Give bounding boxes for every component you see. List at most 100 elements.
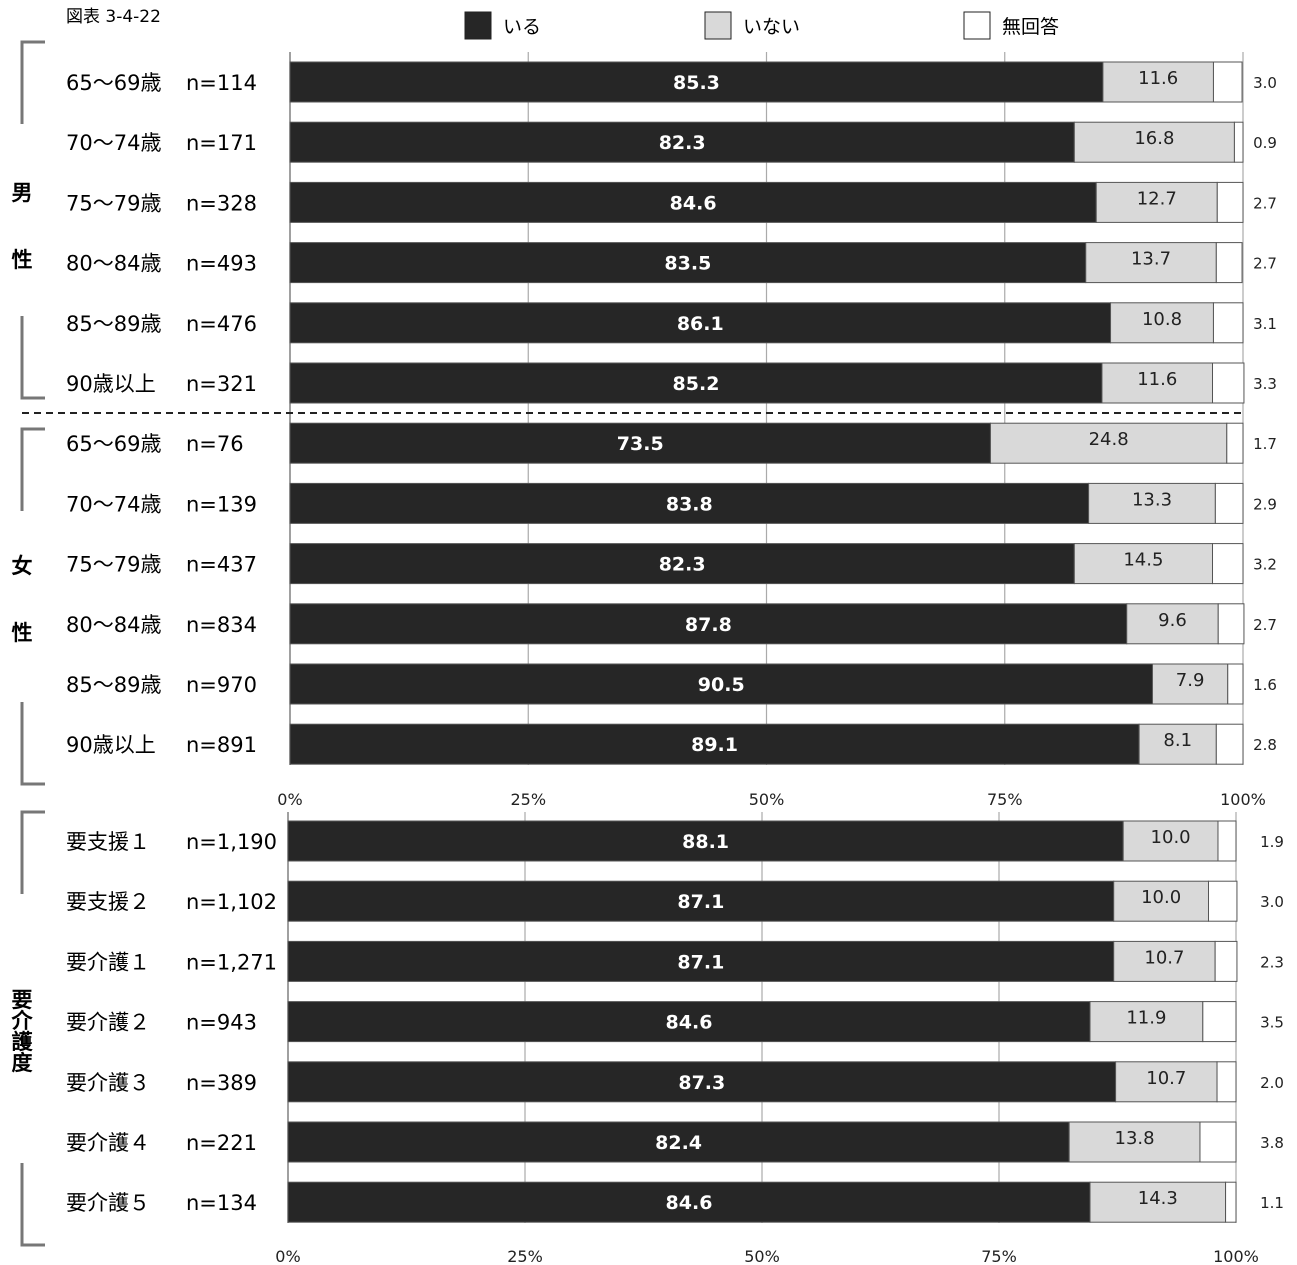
row-n-label: n=171 xyxy=(186,131,257,155)
value-label-3: 3.2 xyxy=(1253,556,1277,574)
bar-segment-3 xyxy=(1212,362,1245,404)
row-n-label: n=139 xyxy=(186,492,257,516)
bar-segment-2 xyxy=(1102,61,1214,103)
value-label-1: 82.3 xyxy=(659,132,706,154)
row-n-label: n=834 xyxy=(186,613,257,637)
figure-label: 図表 3-4-22 xyxy=(66,7,161,27)
value-label-1: 87.8 xyxy=(685,614,732,636)
bar-segment-3 xyxy=(1216,181,1244,223)
row-category-label: 要介護２ xyxy=(66,1011,150,1035)
bar-segment-1 xyxy=(289,121,1075,163)
bar-segment-1 xyxy=(287,940,1115,982)
bar-segment-3 xyxy=(1226,422,1244,464)
value-label-1: 87.1 xyxy=(677,891,724,913)
value-label-3: 2.0 xyxy=(1260,1074,1284,1092)
bar-segment-3 xyxy=(1217,603,1245,645)
group-title-care-level-char: 要 xyxy=(12,988,33,1012)
group-title-care-level-char: 度 xyxy=(12,1051,33,1075)
bar-segment-2 xyxy=(1113,940,1216,982)
value-label-3: 2.8 xyxy=(1253,736,1277,754)
value-label-3: 3.3 xyxy=(1253,375,1277,393)
value-label-3: 3.8 xyxy=(1260,1134,1284,1152)
row-n-label: n=328 xyxy=(186,191,257,215)
bar-segment-2 xyxy=(1113,880,1210,922)
row-category-label: 要支援２ xyxy=(66,890,150,914)
value-label-2: 24.8 xyxy=(1089,429,1129,450)
row-category-label: 要支援１ xyxy=(66,830,150,854)
group-title-female-char: 性 xyxy=(12,621,33,645)
row-category-label: 85～89歳 xyxy=(66,312,161,336)
value-label-3: 2.3 xyxy=(1260,953,1284,971)
bar-segment-2 xyxy=(1122,820,1219,862)
bar-segment-1 xyxy=(289,723,1140,765)
group-title-male-char: 性 xyxy=(12,248,33,272)
value-label-1: 83.8 xyxy=(666,493,713,515)
value-label-2: 8.1 xyxy=(1163,730,1192,751)
row-category-label: 要介護４ xyxy=(66,1131,150,1155)
row-n-label: n=76 xyxy=(186,432,244,456)
bar-segment-3 xyxy=(1225,1181,1237,1223)
value-label-1: 84.6 xyxy=(666,1192,713,1214)
bracket-female xyxy=(20,427,45,786)
value-label-3: 2.9 xyxy=(1253,495,1277,513)
bar-segment-1 xyxy=(289,482,1090,524)
legend-swatch-2 xyxy=(704,11,732,40)
bar-segment-3 xyxy=(1214,482,1244,524)
bar-segment-3 xyxy=(1215,242,1243,284)
value-label-3: 2.7 xyxy=(1253,616,1277,634)
bar-segment-1 xyxy=(287,1181,1091,1223)
value-label-1: 82.4 xyxy=(655,1132,702,1154)
bar-segment-2 xyxy=(1073,543,1214,585)
group-title-male-char: 男 xyxy=(12,181,33,205)
bracket-male xyxy=(20,40,45,400)
value-label-1: 87.3 xyxy=(678,1072,725,1094)
value-label-1: 85.3 xyxy=(673,72,720,94)
value-label-3: 1.9 xyxy=(1260,833,1284,851)
value-label-3: 0.9 xyxy=(1253,134,1277,152)
bracket-care-level xyxy=(20,810,45,1247)
tick-label: 100% xyxy=(1213,1247,1259,1265)
plot-area: 0% 25% 50% 75% 100% 65～69歳 n=114 85.3 11.6 3.0 70～… xyxy=(11,40,1284,1265)
value-label-2: 14.5 xyxy=(1123,550,1163,571)
bar-segment-2 xyxy=(1126,603,1219,645)
value-label-3: 3.0 xyxy=(1253,74,1277,92)
bar-segment-1 xyxy=(289,302,1112,344)
row-category-label: 85～89歳 xyxy=(66,673,161,697)
legend: いる いない 無回答 xyxy=(464,11,1059,40)
bar-segment-3 xyxy=(1216,1061,1237,1103)
group-title-care-level-char: 介 xyxy=(11,1009,34,1033)
value-label-3: 1.1 xyxy=(1260,1194,1284,1212)
row-category-label: 65～69歳 xyxy=(66,71,161,95)
row-n-label: n=493 xyxy=(186,252,257,276)
bar-segment-1 xyxy=(289,543,1075,585)
bar-segment-1 xyxy=(287,1121,1070,1163)
row-category-label: 75～79歳 xyxy=(66,191,161,215)
legend-label-2: いない xyxy=(743,16,800,38)
bar-segment-3 xyxy=(1208,880,1238,922)
value-label-2: 10.7 xyxy=(1144,947,1184,968)
value-label-2: 13.8 xyxy=(1115,1128,1155,1149)
value-label-2: 10.0 xyxy=(1151,827,1191,848)
row-category-label: 80～84歳 xyxy=(66,252,161,276)
bar-segment-2 xyxy=(1151,663,1229,705)
bar-segment-3 xyxy=(1227,663,1244,705)
value-label-2: 9.6 xyxy=(1158,610,1187,631)
row-n-label: n=389 xyxy=(186,1071,257,1095)
row-category-label: 要介護５ xyxy=(66,1191,150,1215)
bar-segment-3 xyxy=(1212,543,1244,585)
value-label-3: 3.0 xyxy=(1260,893,1284,911)
row-n-label: n=1,102 xyxy=(186,890,277,914)
row-n-label: n=321 xyxy=(186,372,257,396)
group-title-female-char: 女 xyxy=(12,554,33,578)
tick-label: 50% xyxy=(744,1247,780,1265)
tick-label: 100% xyxy=(1220,790,1266,809)
bar-segment-3 xyxy=(1215,723,1244,765)
value-label-1: 88.1 xyxy=(682,831,729,853)
value-label-1: 82.3 xyxy=(659,554,706,576)
bar-segment-1 xyxy=(289,242,1087,284)
row-n-label: n=437 xyxy=(186,553,257,577)
row-n-label: n=114 xyxy=(186,71,257,95)
value-label-2: 13.7 xyxy=(1131,249,1171,270)
value-label-3: 3.5 xyxy=(1260,1014,1284,1032)
bar-segment-3 xyxy=(1199,1121,1237,1163)
